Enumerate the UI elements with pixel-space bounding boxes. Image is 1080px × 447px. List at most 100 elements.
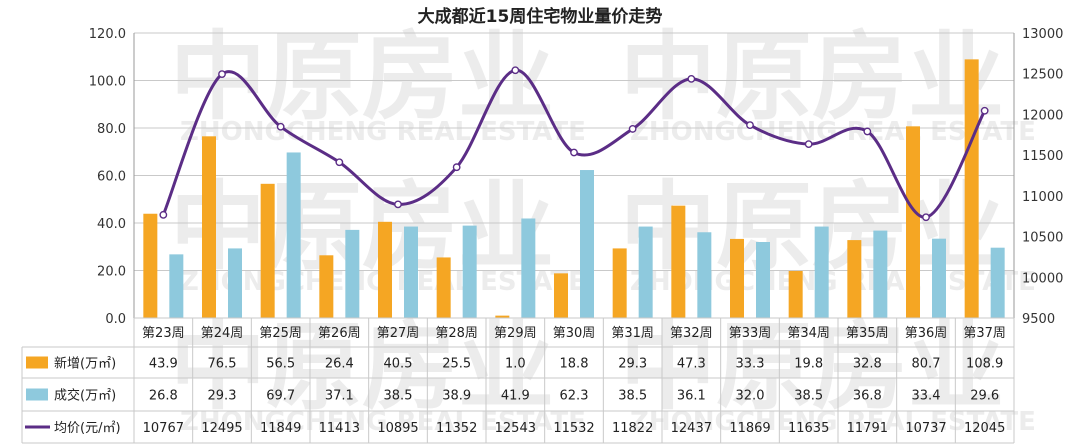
table-cell-value: 36.1 [677, 389, 706, 404]
x-category-label: 第31周 [611, 326, 654, 341]
table-cell-value: 40.5 [384, 357, 413, 372]
table-cell-value: 11791 [847, 421, 888, 436]
chart-title: 大成都近15周住宅物业量价走势 [418, 6, 663, 27]
table-cell-value: 26.8 [149, 389, 178, 404]
legend-label: 成交(万㎡) [54, 388, 116, 404]
price-point [980, 106, 989, 115]
bar-new-supply [906, 126, 920, 319]
x-category-label: 第26周 [318, 326, 361, 341]
table-cell-value: 12543 [495, 421, 536, 436]
y-right-tick-label: 10000 [1022, 271, 1063, 286]
table-cell-value: 62.3 [560, 389, 589, 404]
price-point [687, 74, 696, 83]
price-point [394, 200, 402, 209]
price-point [628, 125, 637, 133]
bar-transaction [873, 230, 888, 318]
table-cell-value: 32.8 [853, 357, 882, 372]
bar-transaction [990, 247, 1005, 318]
table-cell-value: 18.8 [560, 357, 589, 372]
table-cell-value: 38.9 [442, 389, 471, 404]
bar-new-supply [436, 257, 451, 318]
table-cell-value: 12495 [201, 421, 242, 436]
bar-new-supply [378, 221, 392, 318]
y-right-tick-label: 12500 [1022, 68, 1063, 83]
y-left-tick-label: 0.0 [105, 312, 126, 327]
y-left-tick-label: 120.0 [89, 27, 126, 42]
y-right-tick-label: 13000 [1022, 27, 1063, 42]
bar-new-supply [730, 238, 744, 318]
y-left-tick-label: 20.0 [97, 265, 126, 280]
bar-new-supply [847, 240, 862, 318]
price-point [863, 127, 872, 136]
x-category-label: 第34周 [787, 326, 830, 341]
price-point [922, 213, 930, 222]
table-cell-value: 32.0 [736, 389, 765, 404]
table-cell-value: 56.5 [266, 357, 295, 372]
price-point [804, 140, 813, 149]
price-point [335, 158, 344, 167]
bar-transaction [521, 218, 536, 318]
watermark-en-text: ZHONGCHENG REAL ESTATE [630, 407, 1036, 437]
bar-transaction [814, 226, 829, 318]
table-cell-value: 10737 [905, 421, 946, 436]
table-cell-value: 33.3 [736, 357, 765, 372]
price-point [159, 210, 168, 219]
y-left-tick-label: 80.0 [97, 122, 126, 137]
table-cell-value: 108.9 [966, 357, 1003, 372]
y-right-tick-label: 10500 [1022, 231, 1063, 246]
table-cell-value: 80.7 [912, 357, 941, 372]
table-cell-value: 76.5 [208, 357, 237, 372]
bar-new-supply [964, 59, 979, 319]
table-cell-value: 11413 [319, 421, 360, 436]
price-point [276, 122, 285, 131]
price-point [218, 70, 226, 79]
x-category-label: 第36周 [905, 326, 948, 341]
table-cell-value: 29.6 [970, 389, 999, 404]
table-cell-value: 29.3 [208, 389, 237, 404]
y-right-tick-label: 12000 [1022, 108, 1063, 123]
table-cell-value: 11532 [553, 421, 594, 436]
bar-transaction [404, 226, 418, 318]
bar-transaction [345, 229, 360, 318]
table-cell-value: 29.3 [618, 357, 647, 372]
legend-label: 均价(元/㎡) [54, 421, 121, 436]
table-cell-value: 1.0 [505, 357, 526, 372]
table-cell-value: 11635 [788, 421, 829, 436]
table-cell-value: 33.4 [912, 389, 941, 404]
bar-new-supply [788, 270, 803, 318]
legend-swatch-new-supply [26, 356, 48, 369]
x-category-label: 第23周 [142, 326, 185, 341]
table-cell-value: 38.5 [384, 389, 413, 404]
bar-new-supply [671, 205, 686, 318]
watermark-en-text: ZHONGCHENG REAL ESTATE [180, 117, 586, 147]
bar-transaction [286, 152, 301, 318]
table-cell-value: 25.5 [442, 357, 471, 372]
y-left-tick-label: 100.0 [89, 75, 126, 90]
price-point [452, 163, 461, 172]
bar-transaction [756, 242, 770, 318]
x-category-label: 第37周 [963, 326, 1006, 341]
bar-new-supply [143, 213, 158, 318]
table-cell-value: 11869 [729, 421, 770, 436]
legend-swatch-transaction [26, 388, 48, 401]
bar-new-supply [554, 273, 568, 318]
table-cell-value: 37.1 [325, 389, 354, 404]
x-category-label: 第35周 [846, 326, 889, 341]
table-cell-value: 10895 [377, 421, 418, 436]
y-right-tick-label: 11000 [1022, 190, 1063, 205]
bar-transaction [462, 225, 477, 318]
bar-transaction [169, 254, 184, 318]
table-cell-value: 12437 [671, 421, 712, 436]
data-table: 第23周 第24周 第25周 第26周 第27周 第28周 第29周 第30周 第31周 第32周… [21, 317, 1015, 444]
watermark-cn-text: 中原房业 [620, 21, 1004, 133]
bar-transaction [580, 170, 594, 318]
y-right-tick-label: 9500 [1022, 312, 1055, 327]
x-category-label: 第29周 [494, 326, 537, 341]
table-cell-value: 12045 [964, 421, 1005, 436]
table-cell-value: 38.5 [618, 389, 647, 404]
bar-new-supply [202, 136, 216, 318]
table-cell-value: 43.9 [149, 357, 178, 372]
bar-new-supply [495, 315, 510, 318]
table-cell-value: 47.3 [677, 357, 706, 372]
